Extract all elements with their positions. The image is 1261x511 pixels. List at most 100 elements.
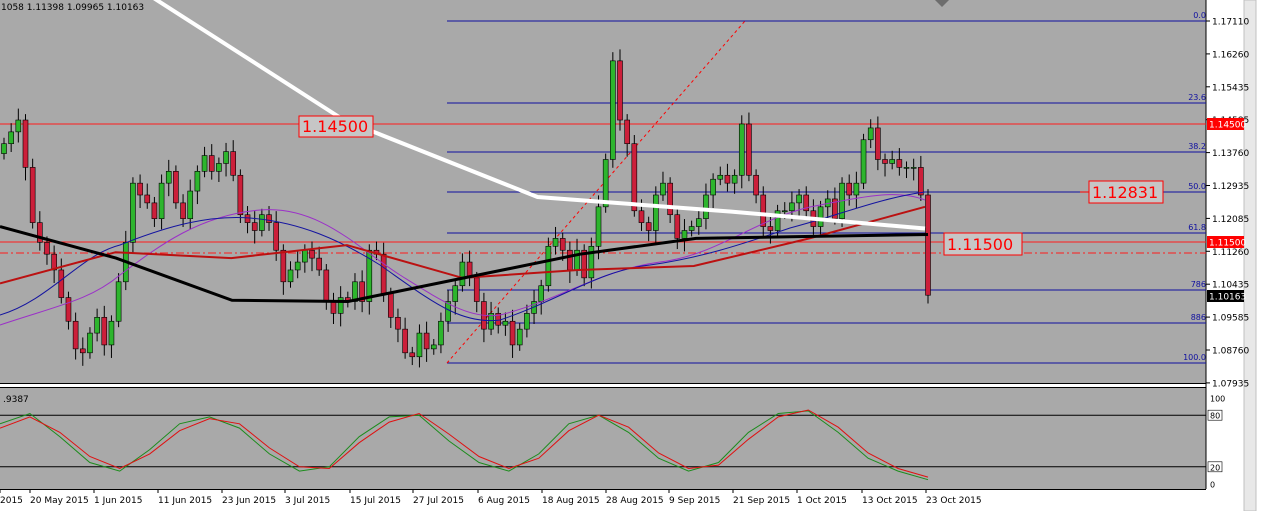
candle-body-bear	[567, 249, 573, 271]
candle	[653, 186, 659, 244]
annotation-box[interactable]	[943, 232, 1023, 256]
candle-body-bear	[144, 194, 151, 204]
time-tick-label: 15 Jul 2015	[350, 496, 401, 506]
candle	[244, 206, 251, 234]
candle	[488, 301, 494, 336]
candle-body-bull	[817, 206, 824, 227]
candle-body-bear	[423, 332, 430, 350]
candle	[796, 189, 802, 216]
candle	[366, 244, 373, 315]
candle-body-bear	[359, 281, 365, 302]
candle-body-bear	[674, 214, 681, 239]
candle	[624, 114, 630, 157]
osc-axis-label: 100	[1210, 395, 1225, 404]
osc-signal-line	[0, 409, 929, 478]
time-tick-label: 1 Jun 2015	[94, 496, 142, 506]
window-scrollbar[interactable]	[1243, 0, 1257, 511]
candle-body-bull	[115, 281, 122, 322]
candle-body-bull	[738, 123, 745, 176]
candle-body-bear	[51, 253, 57, 271]
fib-trend-line[interactable]	[446, 20, 746, 364]
candle	[846, 174, 853, 206]
time-tick-label: 18 Aug 2015	[542, 496, 600, 506]
candle-body-bull	[588, 245, 595, 279]
time-tick-label: 9 Sep 2015	[669, 496, 720, 506]
candle-body-bear	[760, 194, 767, 227]
candle-body-bull	[731, 174, 738, 184]
candle-body-bull	[15, 119, 22, 133]
candle-body-bull	[158, 182, 165, 219]
candle	[509, 309, 516, 358]
chart-shift-marker-icon[interactable]	[935, 0, 949, 7]
candle	[681, 219, 688, 252]
candle-body-bear	[237, 174, 244, 216]
fib-level-label: 100.0	[1183, 353, 1206, 362]
candle-body-bull	[710, 178, 716, 196]
candle	[459, 253, 466, 292]
fibonacci-retracement[interactable]: 0.0 23.6 38.2 50.0 61.8 786 886 100.0	[446, 11, 1206, 364]
candle-body-bull	[695, 218, 702, 227]
candle	[717, 166, 724, 186]
ma-white-line	[152, 0, 926, 231]
candle-body-bear	[395, 317, 401, 330]
candle	[1, 137, 7, 160]
candle-body-bull	[366, 249, 373, 302]
candle-body-bull	[688, 226, 695, 231]
candle-body-bear	[72, 320, 79, 350]
fib-level-label: 0.0	[1193, 11, 1206, 20]
price-tick-label: 1.12085	[1212, 215, 1249, 225]
candle	[610, 52, 616, 168]
candle	[72, 312, 79, 360]
candle-body-bull	[294, 261, 301, 271]
candle	[724, 163, 731, 192]
candle	[65, 291, 72, 330]
price-tick-label: 1.09585	[1212, 314, 1249, 324]
candle	[29, 158, 36, 229]
candle	[251, 211, 258, 244]
time-tick-label: 28 Aug 2015	[606, 496, 664, 506]
candle-body-bull	[108, 320, 115, 346]
candle	[918, 155, 924, 201]
candle-body-bear	[387, 293, 394, 318]
price-annotations[interactable]: 1.14500 1.12831 1.11500	[298, 115, 1164, 256]
candle-body-bull	[165, 171, 172, 184]
candle-body-bear	[753, 174, 759, 196]
candle-body-bear	[803, 194, 810, 212]
candle	[151, 196, 158, 227]
ohlc-header-text: 1058 1.11398 1.09965 1.10163	[1, 3, 144, 13]
candle-body-bear	[918, 167, 924, 196]
annotation-box[interactable]	[298, 115, 374, 138]
stochastic-oscillator: 100 80 20 0	[0, 395, 1225, 490]
candle	[180, 194, 186, 227]
candle-body-bull	[1, 143, 7, 154]
candle	[695, 209, 702, 235]
time-tick-label: 21 Sep 2015	[733, 496, 790, 506]
candle	[710, 173, 716, 209]
candle	[337, 286, 344, 327]
candle	[882, 153, 888, 177]
candle-body-bear	[846, 182, 853, 196]
candle-body-bull	[552, 238, 559, 247]
candle-body-bear	[925, 194, 931, 296]
candle-body-bear	[624, 119, 630, 145]
candle-body-bull	[438, 320, 444, 346]
candle-body-bull	[452, 285, 459, 302]
candle-body-bull	[223, 151, 229, 164]
candle	[438, 312, 444, 354]
candle-body-bear	[151, 202, 158, 219]
osc-axis-label: 20	[1210, 463, 1220, 472]
candle-body-bear	[875, 127, 881, 160]
candle-body-bull	[416, 332, 423, 358]
candle	[359, 270, 365, 313]
candle-body-bear	[230, 151, 237, 176]
candle	[409, 346, 416, 366]
candle-body-bear	[330, 301, 337, 314]
candle-body-bear	[746, 123, 752, 176]
candle	[853, 171, 860, 209]
candle	[545, 237, 552, 292]
candle	[287, 261, 294, 288]
price-tick-label: 1.12935	[1212, 182, 1249, 192]
candle	[266, 206, 272, 231]
